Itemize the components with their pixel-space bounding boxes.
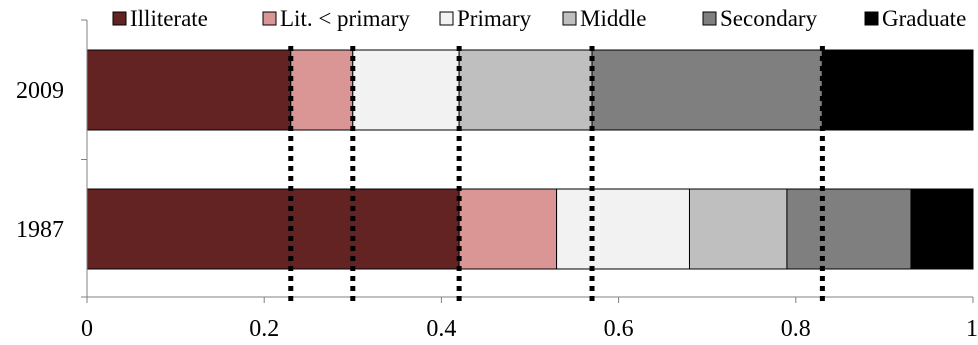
bar-2009-secondary — [591, 49, 823, 131]
bar-2009-primary — [352, 49, 460, 131]
legend-swatch-illiterate — [112, 11, 127, 26]
y-tick-label-1987: 1987 — [16, 217, 64, 243]
reference-lines — [288, 46, 825, 302]
legend: Illiterate Lit. < primary Primary Middle Sec… — [112, 6, 966, 31]
legend-label-middle: Middle — [580, 6, 646, 31]
legend-swatch-lit-primary — [262, 11, 277, 26]
legend-label-illiterate: Illiterate — [130, 6, 208, 31]
bar-1987-graduate — [910, 188, 974, 270]
bar-1987-primary — [556, 188, 690, 270]
x-tick-label: 0.6 — [604, 316, 634, 342]
axes: 2009 1987 0 0.2 0.4 0.6 0.8 1 — [16, 19, 978, 342]
bar-1987-middle — [688, 188, 788, 270]
x-tick-label: 0.4 — [426, 316, 456, 342]
y-tick-label-2009: 2009 — [16, 78, 64, 104]
legend-label-lit-primary: Lit. < primary — [280, 6, 410, 31]
bar-1987-secondary — [786, 188, 912, 270]
bar-2009-middle — [458, 49, 593, 131]
bar-1987-illiterate — [86, 188, 460, 270]
x-tick-label: 0.8 — [781, 316, 811, 342]
x-tick-label: 1 — [966, 316, 978, 342]
bar-2009-graduate — [821, 49, 974, 131]
legend-swatch-graduate — [864, 11, 879, 26]
legend-label-primary: Primary — [457, 6, 532, 31]
legend-swatch-middle — [562, 11, 577, 26]
bar-2009-illiterate — [86, 49, 292, 131]
legend-swatch-primary — [439, 11, 454, 26]
bars — [86, 49, 974, 270]
legend-swatch-secondary — [702, 11, 717, 26]
bar-2009-lit-primary — [290, 49, 354, 131]
x-tick-label: 0.2 — [249, 316, 279, 342]
legend-label-secondary: Secondary — [720, 6, 818, 31]
x-tick-label: 0 — [81, 316, 93, 342]
legend-label-graduate: Graduate — [882, 6, 966, 31]
bar-1987-lit-primary — [458, 188, 558, 270]
